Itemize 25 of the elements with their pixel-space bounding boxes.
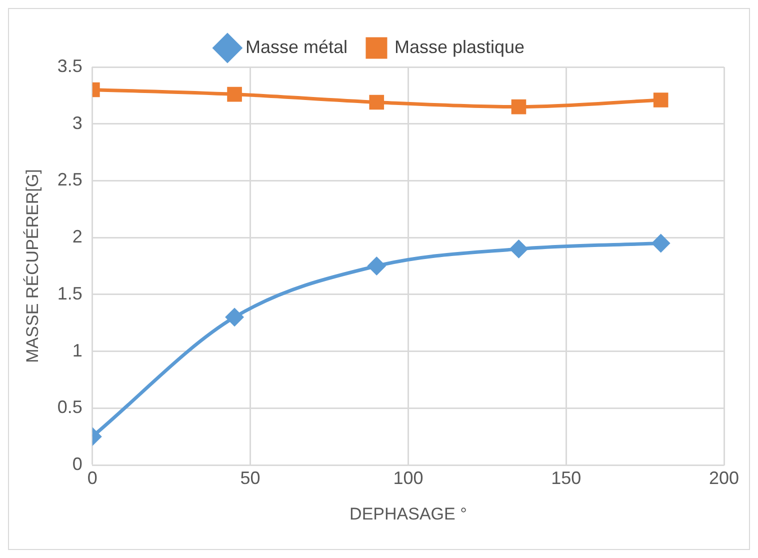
point [653, 92, 668, 108]
y-tick-label: 0.5 [57, 397, 82, 418]
point [368, 257, 386, 275]
legend-label: Masse métal [245, 36, 348, 57]
x-tick-label: 150 [551, 468, 582, 488]
point [227, 86, 242, 102]
point [652, 234, 670, 252]
x-tick-label: 100 [393, 468, 424, 488]
legend-label: Masse plastique [394, 36, 525, 57]
point [226, 308, 244, 326]
point [510, 240, 528, 258]
y-tick-label: 2 [72, 226, 82, 247]
x-tick-label: 200 [708, 468, 740, 488]
x-tick-label: 50 [240, 468, 260, 488]
y-tick-label: 0 [72, 454, 82, 474]
y-tick-label: 1 [72, 340, 82, 360]
point [511, 99, 526, 114]
y-tick-label: 3 [72, 112, 82, 133]
y-tick-label: 2.5 [57, 170, 82, 190]
y-tick-label: 3.5 [57, 56, 82, 76]
x-tick-label: 0 [87, 468, 98, 488]
point [369, 94, 384, 110]
y-axis-title: MASSE RÉCUPÉRER[G] [22, 169, 42, 363]
x-axis-title: DEPHASAGE ° [350, 504, 467, 524]
y-tick-label: 1.5 [57, 283, 82, 304]
